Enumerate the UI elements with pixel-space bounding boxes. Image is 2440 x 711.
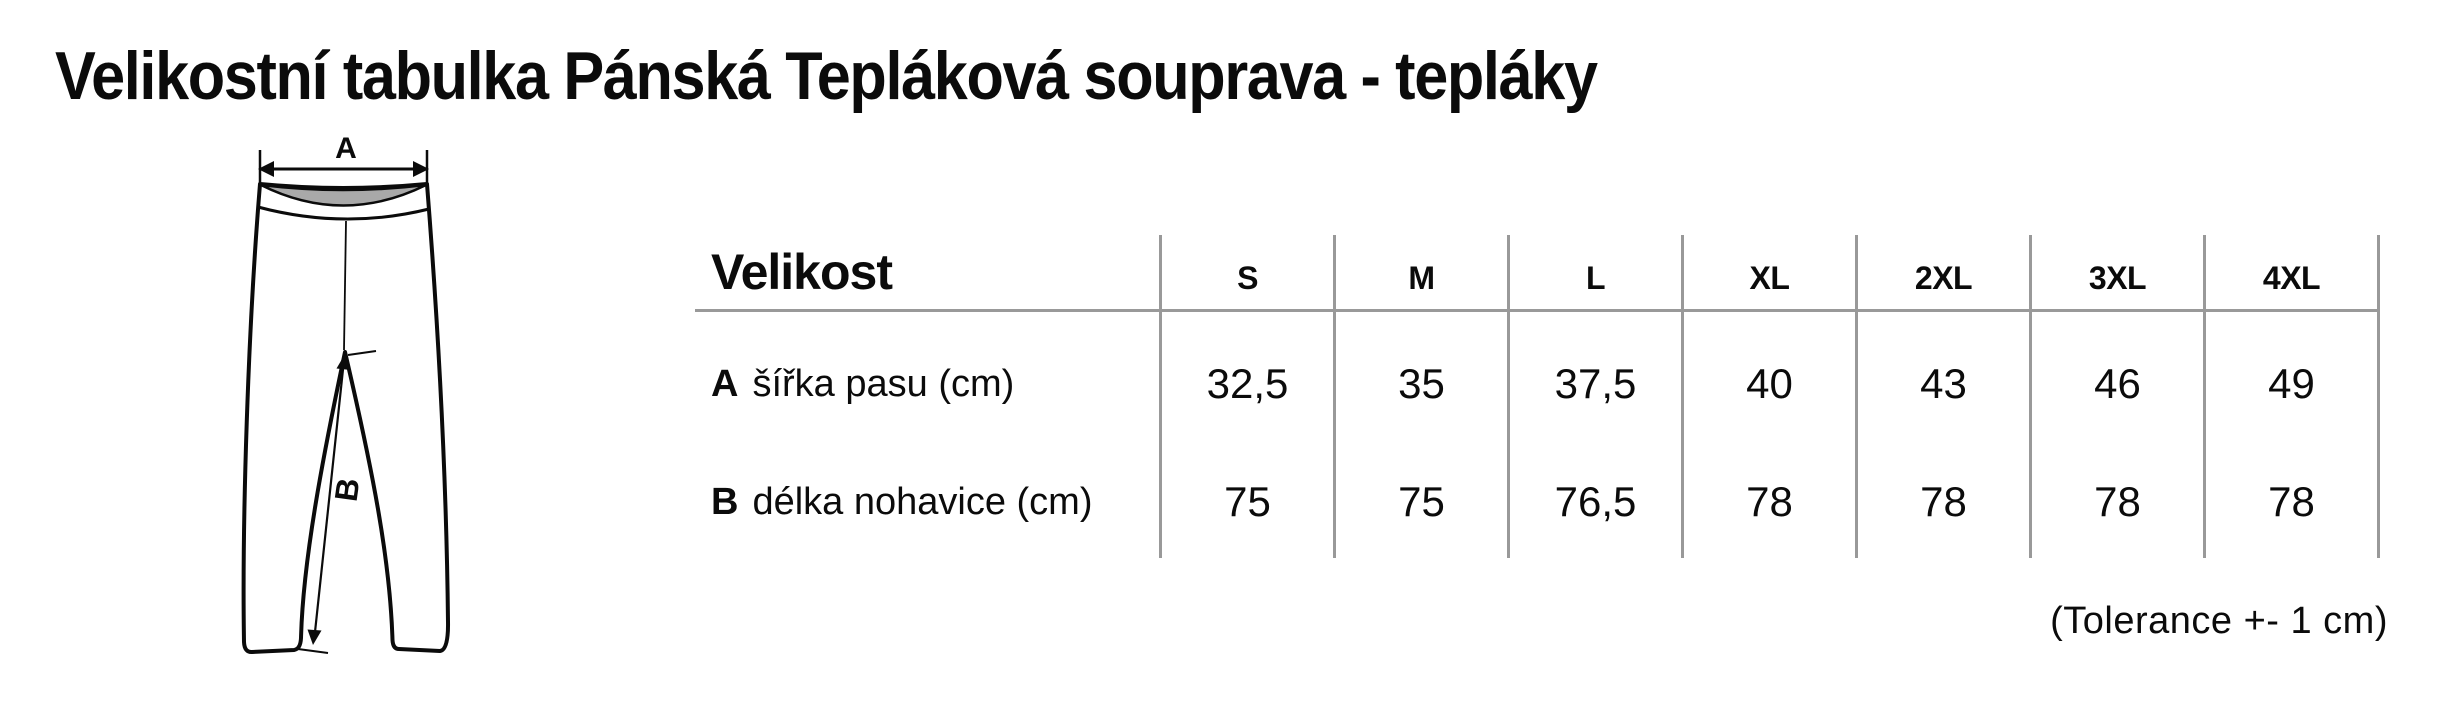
table-row-a-label: A šířka pasu (cm): [695, 312, 1162, 440]
cell-value: 40: [1746, 360, 1793, 407]
pants-outline: [241, 182, 451, 655]
table-cell-b-3xl: 78: [2032, 440, 2206, 558]
table-cell-b-s: 75: [1162, 440, 1336, 558]
cell-value: 78: [2094, 478, 2141, 525]
table-header-size-3xl: 3XL: [2032, 235, 2206, 312]
size-label: 3XL: [2088, 260, 2147, 296]
waistband-seam: [257, 205, 430, 221]
table-header-size-xl: XL: [1684, 235, 1858, 312]
measure-b-arrow-line: [313, 359, 346, 633]
measure-a-arrowhead-left: [258, 161, 274, 177]
measure-b-tick-bottom: [297, 648, 329, 654]
measure-b-arrowhead-bottom: [307, 629, 322, 645]
table-header-size-l: L: [1510, 235, 1684, 312]
waistband-inner: [259, 183, 428, 207]
table-header-size-s: S: [1162, 235, 1336, 312]
table-cell-b-2xl: 78: [1858, 440, 2032, 558]
cell-value: 76,5: [1554, 478, 1637, 525]
cell-value: 43: [1920, 360, 1967, 407]
table-cell-a-l: 37,5: [1510, 312, 1684, 440]
size-table: Velikost S M L XL 2XL 3XL 4XL A šířka pa…: [695, 235, 2380, 558]
table-cell-b-m: 75: [1336, 440, 1510, 558]
cell-value: 46: [2094, 360, 2141, 407]
cell-value: 35: [1398, 360, 1445, 407]
measure-b-tick-top: [347, 350, 377, 356]
size-label: S: [1237, 260, 1258, 296]
page-title: Velikostní tabulka Pánská Tepláková soup…: [55, 38, 1598, 114]
pants-diagram: A B: [241, 132, 451, 655]
size-label: 4XL: [2262, 260, 2321, 296]
cell-value: 75: [1398, 478, 1445, 525]
table-cell-b-4xl: 78: [2206, 440, 2380, 558]
table-cell-a-3xl: 46: [2032, 312, 2206, 440]
center-guide-line: [343, 220, 347, 351]
row-b-desc: délka nohavice (cm): [752, 480, 1093, 523]
cell-value: 78: [1746, 478, 1793, 525]
tolerance-note: (Tolerance +- 1 cm): [2050, 600, 2388, 642]
row-a-key: A: [711, 362, 739, 405]
table-header-size-m: M: [1336, 235, 1510, 312]
table-header-size-4xl: 4XL: [2206, 235, 2380, 312]
size-label: L: [1585, 260, 1606, 296]
table-cell-a-m: 35: [1336, 312, 1510, 440]
size-label: XL: [1749, 260, 1790, 296]
size-label: M: [1408, 260, 1435, 296]
size-label: 2XL: [1914, 260, 1973, 296]
table-cell-b-l: 76,5: [1510, 440, 1684, 558]
measure-a-label: A: [335, 132, 357, 165]
table-cell-a-s: 32,5: [1162, 312, 1336, 440]
row-b-key: B: [711, 480, 739, 523]
table-header-velikost-label: Velikost: [711, 244, 893, 300]
cell-value: 78: [1920, 478, 1967, 525]
measure-b-arrowhead-top: [336, 354, 351, 370]
cell-value: 49: [2268, 360, 2315, 407]
table-cell-a-2xl: 43: [1858, 312, 2032, 440]
cell-value: 78: [2268, 478, 2315, 525]
cell-value: 37,5: [1554, 360, 1637, 407]
table-cell-a-4xl: 49: [2206, 312, 2380, 440]
cell-value: 75: [1224, 478, 1271, 525]
measure-a-arrowhead-right: [413, 161, 429, 177]
table-header-velikost: Velikost: [695, 235, 1162, 312]
table-row-b-label: B délka nohavice (cm): [695, 440, 1162, 558]
cell-value: 32,5: [1206, 360, 1289, 407]
table-header-size-2xl: 2XL: [1858, 235, 2032, 312]
measure-b-label: B: [328, 476, 367, 504]
row-a-desc: šířka pasu (cm): [752, 362, 1015, 405]
table-cell-a-xl: 40: [1684, 312, 1858, 440]
table-cell-b-xl: 78: [1684, 440, 1858, 558]
